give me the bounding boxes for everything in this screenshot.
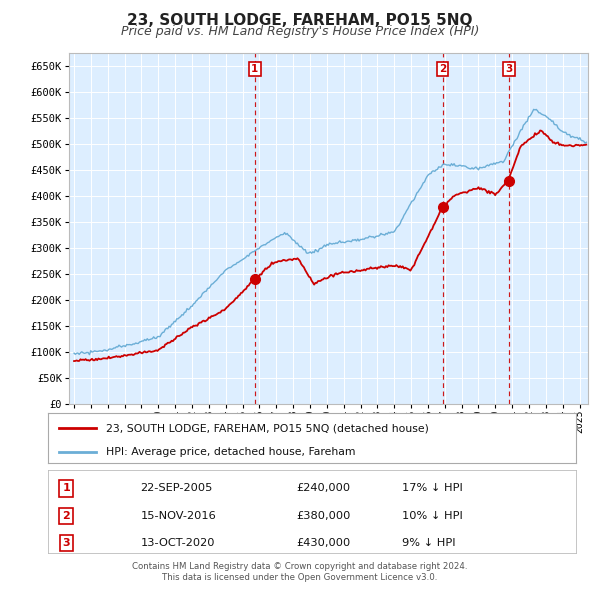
Text: 22-SEP-2005: 22-SEP-2005 bbox=[140, 483, 213, 493]
Text: 3: 3 bbox=[505, 64, 512, 74]
Text: 15-NOV-2016: 15-NOV-2016 bbox=[140, 511, 216, 520]
Text: Contains HM Land Registry data © Crown copyright and database right 2024.: Contains HM Land Registry data © Crown c… bbox=[132, 562, 468, 571]
Text: 10% ↓ HPI: 10% ↓ HPI bbox=[402, 511, 463, 520]
Text: 1: 1 bbox=[251, 64, 259, 74]
Text: 1: 1 bbox=[62, 483, 70, 493]
Text: 23, SOUTH LODGE, FAREHAM, PO15 5NQ (detached house): 23, SOUTH LODGE, FAREHAM, PO15 5NQ (deta… bbox=[106, 423, 429, 433]
Text: 2: 2 bbox=[439, 64, 446, 74]
Text: HPI: Average price, detached house, Fareham: HPI: Average price, detached house, Fare… bbox=[106, 447, 356, 457]
Text: 9% ↓ HPI: 9% ↓ HPI bbox=[402, 538, 455, 548]
Text: 23, SOUTH LODGE, FAREHAM, PO15 5NQ: 23, SOUTH LODGE, FAREHAM, PO15 5NQ bbox=[127, 13, 473, 28]
Text: £240,000: £240,000 bbox=[296, 483, 350, 493]
Text: 3: 3 bbox=[62, 538, 70, 548]
Text: £380,000: £380,000 bbox=[296, 511, 350, 520]
Text: £430,000: £430,000 bbox=[296, 538, 350, 548]
Text: Price paid vs. HM Land Registry's House Price Index (HPI): Price paid vs. HM Land Registry's House … bbox=[121, 25, 479, 38]
Text: This data is licensed under the Open Government Licence v3.0.: This data is licensed under the Open Gov… bbox=[163, 572, 437, 582]
Text: 17% ↓ HPI: 17% ↓ HPI bbox=[402, 483, 463, 493]
Text: 2: 2 bbox=[62, 511, 70, 520]
Text: 13-OCT-2020: 13-OCT-2020 bbox=[140, 538, 215, 548]
